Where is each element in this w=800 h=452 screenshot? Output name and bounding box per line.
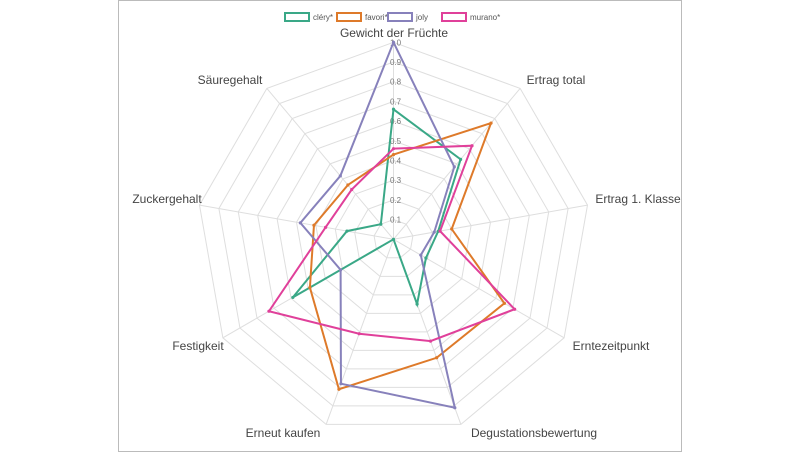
data-point — [452, 165, 456, 169]
series-line-joly — [299, 39, 457, 410]
data-point — [428, 339, 433, 343]
data-point — [298, 221, 302, 225]
data-point — [339, 382, 343, 386]
data-point — [424, 256, 428, 260]
data-point — [291, 295, 295, 300]
data-point — [357, 332, 361, 336]
grid-spoke — [393, 204, 588, 240]
data-point — [419, 253, 423, 257]
tick-label: 0.5 — [390, 137, 402, 146]
data-point — [450, 227, 454, 231]
axis-label: Ertrag total — [527, 73, 586, 87]
data-point — [489, 121, 493, 125]
grid-ring — [237, 81, 550, 388]
series-line-favori* — [308, 121, 506, 391]
series-line-murano* — [267, 144, 517, 343]
grid-ring — [373, 219, 414, 259]
data-point — [312, 223, 316, 227]
data-point — [379, 222, 383, 226]
data-point — [502, 301, 506, 305]
grid-spoke — [266, 88, 394, 240]
grid-ring — [295, 140, 492, 333]
grid-ring — [354, 199, 433, 277]
data-point — [432, 230, 436, 234]
data-point — [459, 157, 463, 161]
data-point — [350, 187, 354, 192]
grid-spoke — [199, 204, 394, 240]
tick-label: 0.1 — [390, 216, 402, 225]
tick-label: 0.3 — [390, 176, 402, 185]
data-point — [513, 307, 517, 311]
chart-panel — [118, 0, 682, 452]
series-line-cléry* — [292, 107, 462, 308]
legend-label: cléry* — [313, 13, 333, 22]
data-point — [346, 183, 350, 187]
grid-ring — [218, 61, 569, 407]
grid-spoke — [393, 88, 521, 240]
data-point — [391, 107, 396, 111]
data-point — [323, 225, 328, 229]
data-point — [339, 268, 343, 272]
axis-label: Degustationsbewertung — [471, 426, 597, 440]
legend-swatch — [387, 12, 413, 22]
axis-label: Erneut kaufen — [246, 426, 321, 440]
axis-label: Gewicht der Früchte — [340, 26, 448, 40]
legend-swatch — [284, 12, 310, 22]
data-point — [267, 309, 271, 313]
data-point — [308, 285, 312, 290]
grid-spoke — [325, 239, 394, 425]
axis-label: Erntezeitpunkt — [573, 339, 650, 353]
axis-label: Festigkeit — [172, 339, 224, 353]
grid-ring — [276, 120, 511, 351]
axis-label: Ertrag 1. Klasse — [595, 192, 681, 206]
legend-label: joly — [415, 13, 428, 22]
tick-label: 0.6 — [390, 117, 402, 126]
data-point — [345, 229, 349, 233]
tick-label: 0.2 — [390, 196, 402, 205]
tick-label: 0.9 — [390, 58, 402, 67]
axis-label: Säuregehalt — [198, 73, 263, 87]
data-point — [391, 237, 396, 241]
tick-label: 0.7 — [390, 97, 402, 106]
tick-label: 1.0 — [390, 38, 402, 47]
data-point — [391, 147, 396, 151]
legend-swatch — [336, 12, 362, 22]
data-point — [391, 40, 396, 44]
grid-ring — [257, 100, 530, 370]
legend-label: murano* — [470, 13, 500, 22]
data-point — [438, 229, 442, 233]
tick-label: 0.4 — [390, 157, 402, 166]
axis-label: Zuckergehalt — [132, 192, 202, 206]
data-point — [415, 302, 419, 306]
legend-swatch — [441, 12, 467, 22]
tick-label: 0.8 — [390, 78, 402, 87]
data-point — [435, 356, 439, 360]
data-point — [338, 174, 342, 178]
data-point — [453, 406, 457, 410]
data-point — [337, 387, 341, 391]
grid-ring — [315, 159, 472, 314]
data-point — [391, 152, 396, 157]
legend-label: favori* — [365, 13, 388, 22]
data-point — [470, 144, 474, 148]
grid-ring — [198, 41, 589, 425]
